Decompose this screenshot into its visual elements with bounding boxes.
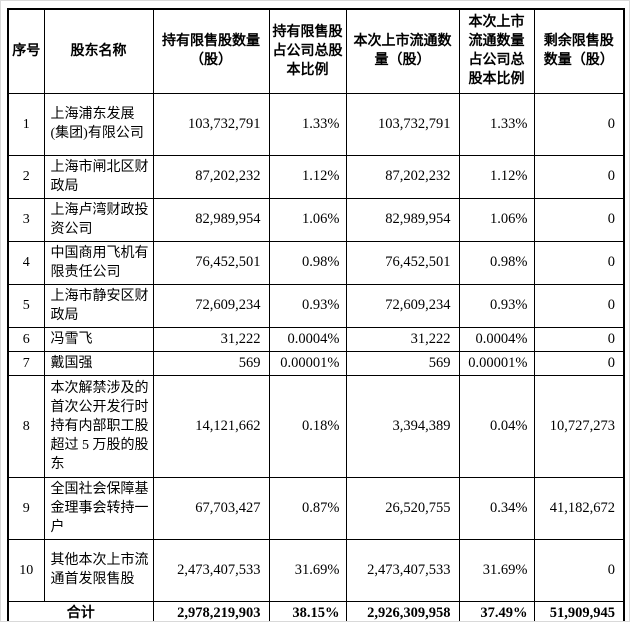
table-row: 10 其他本次上市流通首发限售股 2,473,407,533 31.69% 2,… — [7, 538, 625, 602]
header-restricted-shares: 持有限售股数量（股） — [152, 8, 270, 94]
restricted-pct-cell: 31.69% — [268, 538, 347, 602]
remaining-shares-cell: 0 — [533, 197, 625, 242]
restricted-pct-cell: 0.93% — [268, 283, 347, 328]
remaining-shares-cell: 41,182,672 — [533, 476, 625, 540]
total-remaining-shares-cell: 51,909,945 — [533, 600, 625, 621]
listed-shares-cell: 82,989,954 — [345, 197, 460, 242]
listed-pct-cell: 0.34% — [458, 476, 535, 540]
table-header: 序号 股东名称 持有限售股数量（股） 持有限售股占公司总股本比例 本次上市流通数… — [7, 8, 625, 94]
header-listed-pct: 本次上市流通数量占公司总股本比例 — [458, 8, 535, 94]
remaining-shares-cell: 0 — [533, 538, 625, 602]
listed-shares-cell: 31,222 — [345, 326, 460, 352]
table-row: 1 上海浦东发展(集团)有限公司 103,732,791 1.33% 103,7… — [7, 92, 625, 156]
seq-cell: 8 — [7, 374, 45, 478]
seq-cell: 3 — [7, 197, 45, 242]
seq-cell: 9 — [7, 476, 45, 540]
shareholder-name-cell: 上海市闸北区财政局 — [43, 154, 154, 199]
restricted-pct-cell: 0.18% — [268, 374, 347, 478]
restricted-shares-cell: 82,989,954 — [152, 197, 270, 242]
remaining-shares-cell: 0 — [533, 350, 625, 376]
remaining-shares-cell: 0 — [533, 326, 625, 352]
shareholder-name-cell: 冯雪飞 — [43, 326, 154, 352]
restricted-pct-cell: 0.0004% — [268, 326, 347, 352]
restricted-pct-cell: 1.12% — [268, 154, 347, 199]
restricted-pct-cell: 0.87% — [268, 476, 347, 540]
header-remaining-shares: 剩余限售股数量（股） — [533, 8, 625, 94]
remaining-shares-cell: 0 — [533, 283, 625, 328]
table-row: 2 上海市闸北区财政局 87,202,232 1.12% 87,202,232 … — [7, 154, 625, 199]
restricted-shares-cell: 2,473,407,533 — [152, 538, 270, 602]
seq-cell: 10 — [7, 538, 45, 602]
restricted-pct-cell: 1.33% — [268, 92, 347, 156]
seq-cell: 2 — [7, 154, 45, 199]
restricted-shares-cell: 67,703,427 — [152, 476, 270, 540]
restricted-pct-cell: 0.98% — [268, 240, 347, 285]
shareholder-name-cell: 戴国强 — [43, 350, 154, 376]
header-shareholder-name: 股东名称 — [43, 8, 154, 94]
listed-shares-cell: 26,520,755 — [345, 476, 460, 540]
table-row: 8 本次解禁涉及的首次公开发行时持有内部职工股超过 5 万股的股东 14,121… — [7, 374, 625, 478]
restricted-shares-cell: 103,732,791 — [152, 92, 270, 156]
restricted-shares-cell: 569 — [152, 350, 270, 376]
table-row: 5 上海市静安区财政局 72,609,234 0.93% 72,609,234 … — [7, 283, 625, 328]
header-listed-shares: 本次上市流通数量（股） — [345, 8, 460, 94]
restricted-shares-cell: 87,202,232 — [152, 154, 270, 199]
listed-pct-cell: 31.69% — [458, 538, 535, 602]
restricted-shares-cell: 31,222 — [152, 326, 270, 352]
remaining-shares-cell: 0 — [533, 240, 625, 285]
seq-cell: 6 — [7, 326, 45, 352]
shareholders-table: 序号 股东名称 持有限售股数量（股） 持有限售股占公司总股本比例 本次上市流通数… — [7, 8, 625, 621]
header-seq: 序号 — [7, 8, 45, 94]
seq-cell: 4 — [7, 240, 45, 285]
total-listed-pct-cell: 37.49% — [458, 600, 535, 621]
table-row: 3 上海卢湾财政投资公司 82,989,954 1.06% 82,989,954… — [7, 197, 625, 242]
listed-shares-cell: 72,609,234 — [345, 283, 460, 328]
listed-pct-cell: 0.0004% — [458, 326, 535, 352]
total-row: 合计 2,978,219,903 38.15% 2,926,309,958 37… — [7, 600, 625, 621]
table-row: 4 中国商用飞机有限责任公司 76,452,501 0.98% 76,452,5… — [7, 240, 625, 285]
listed-shares-cell: 76,452,501 — [345, 240, 460, 285]
listed-shares-cell: 2,473,407,533 — [345, 538, 460, 602]
seq-cell: 5 — [7, 283, 45, 328]
listed-pct-cell: 0.00001% — [458, 350, 535, 376]
restricted-pct-cell: 1.06% — [268, 197, 347, 242]
total-listed-shares-cell: 2,926,309,958 — [345, 600, 460, 621]
restricted-shares-cell: 72,609,234 — [152, 283, 270, 328]
restricted-shares-cell: 76,452,501 — [152, 240, 270, 285]
listed-shares-cell: 87,202,232 — [345, 154, 460, 199]
shareholder-name-cell: 本次解禁涉及的首次公开发行时持有内部职工股超过 5 万股的股东 — [43, 374, 154, 478]
shareholder-name-cell: 上海市静安区财政局 — [43, 283, 154, 328]
shareholder-name-cell: 全国社会保障基金理事会转持一户 — [43, 476, 154, 540]
header-restricted-pct: 持有限售股占公司总股本比例 — [268, 8, 347, 94]
shareholder-name-cell: 中国商用飞机有限责任公司 — [43, 240, 154, 285]
restricted-shares-cell: 14,121,662 — [152, 374, 270, 478]
table-row: 7 戴国强 569 0.00001% 569 0.00001% 0 — [7, 350, 625, 376]
listed-pct-cell: 1.33% — [458, 92, 535, 156]
shareholder-name-cell: 其他本次上市流通首发限售股 — [43, 538, 154, 602]
total-restricted-pct-cell: 38.15% — [268, 600, 347, 621]
listed-shares-cell: 103,732,791 — [345, 92, 460, 156]
table-row: 6 冯雪飞 31,222 0.0004% 31,222 0.0004% 0 — [7, 326, 625, 352]
listed-pct-cell: 0.93% — [458, 283, 535, 328]
restricted-pct-cell: 0.00001% — [268, 350, 347, 376]
listed-pct-cell: 0.04% — [458, 374, 535, 478]
listed-shares-cell: 569 — [345, 350, 460, 376]
total-restricted-shares-cell: 2,978,219,903 — [152, 600, 270, 621]
listed-pct-cell: 0.98% — [458, 240, 535, 285]
listed-shares-cell: 3,394,389 — [345, 374, 460, 478]
table-row: 9 全国社会保障基金理事会转持一户 67,703,427 0.87% 26,52… — [7, 476, 625, 540]
total-label-cell: 合计 — [7, 600, 154, 621]
seq-cell: 1 — [7, 92, 45, 156]
listed-pct-cell: 1.12% — [458, 154, 535, 199]
shareholder-name-cell: 上海浦东发展(集团)有限公司 — [43, 92, 154, 156]
remaining-shares-cell: 0 — [533, 154, 625, 199]
seq-cell: 7 — [7, 350, 45, 376]
remaining-shares-cell: 10,727,273 — [533, 374, 625, 478]
remaining-shares-cell: 0 — [533, 92, 625, 156]
shareholder-name-cell: 上海卢湾财政投资公司 — [43, 197, 154, 242]
listed-pct-cell: 1.06% — [458, 197, 535, 242]
